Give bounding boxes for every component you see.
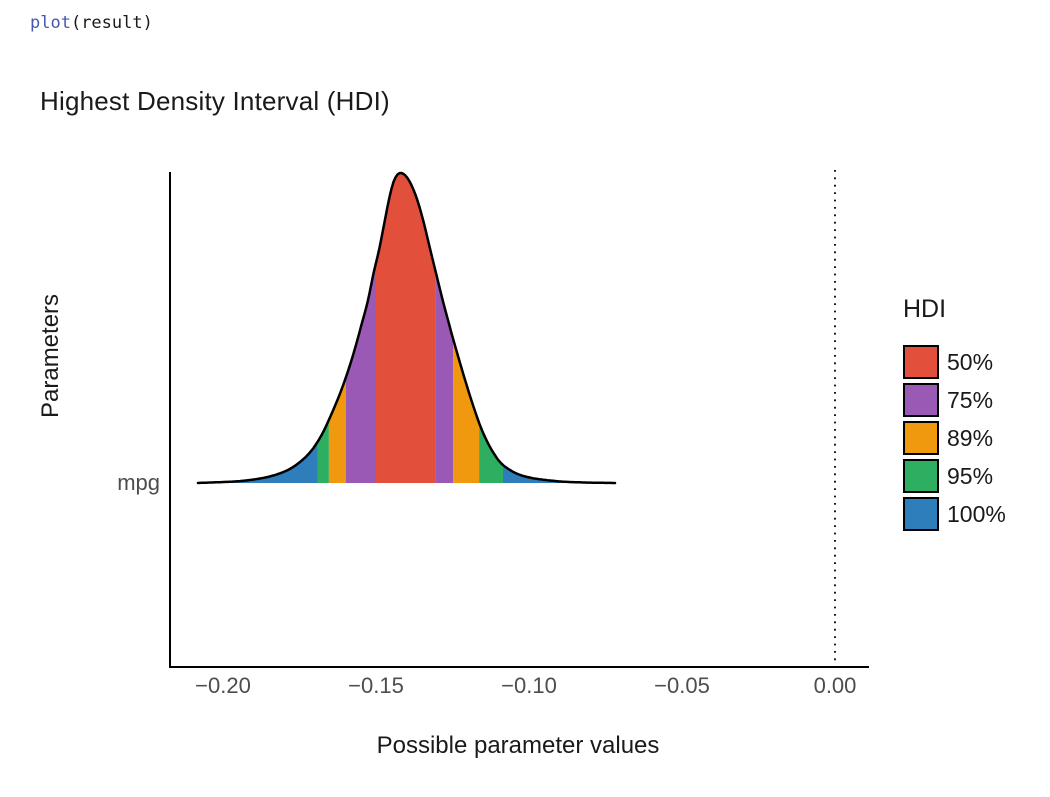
x-axis-title: Possible parameter values: [376, 732, 660, 759]
hdi-band-95: [317, 419, 329, 483]
legend-item-75: 75%: [903, 383, 1048, 417]
legend-swatch-95: [903, 459, 939, 493]
x-tick-label: −0.10: [501, 673, 557, 698]
legend-label: 100%: [947, 500, 1006, 527]
legend-item-95: 95%: [903, 459, 1048, 493]
legend-swatch-89: [903, 421, 939, 455]
x-tick-label: −0.15: [348, 673, 404, 698]
code-function-name: plot: [30, 13, 71, 33]
legend-swatch-75: [903, 383, 939, 417]
code-arguments: (result): [70, 13, 153, 33]
y-tick-label-mpg: mpg: [117, 470, 160, 495]
density-curve-outline: [196, 171, 617, 485]
hdi-band-89: [453, 338, 480, 483]
hdi-band-89: [328, 376, 346, 483]
legend-item-89: 89%: [903, 421, 1048, 455]
legend-label: 89%: [947, 424, 994, 451]
x-tick-label: 0.00: [813, 673, 857, 698]
legend-item-100: 100%: [903, 497, 1048, 531]
x-tick-label: −0.20: [195, 673, 251, 698]
hdi-legend: HDI 50% 75% 89% 95% 100%: [903, 295, 1048, 535]
x-tick-label: −0.05: [654, 673, 710, 698]
chart-title: Highest Density Interval (HDI): [40, 86, 390, 116]
legend-label: 95%: [947, 462, 994, 489]
hdi-band-100: [197, 441, 318, 483]
legend-swatch-100: [903, 497, 939, 531]
legend-title: HDI: [903, 295, 947, 323]
hdi-band-75: [346, 262, 376, 483]
code-line: plot(result): [30, 13, 153, 33]
legend-swatch-50: [903, 345, 939, 379]
hdi-band-50: [376, 173, 436, 483]
legend-label: 75%: [947, 386, 994, 413]
legend-item-50: 50%: [903, 345, 1048, 379]
legend-label: 50%: [947, 348, 994, 375]
